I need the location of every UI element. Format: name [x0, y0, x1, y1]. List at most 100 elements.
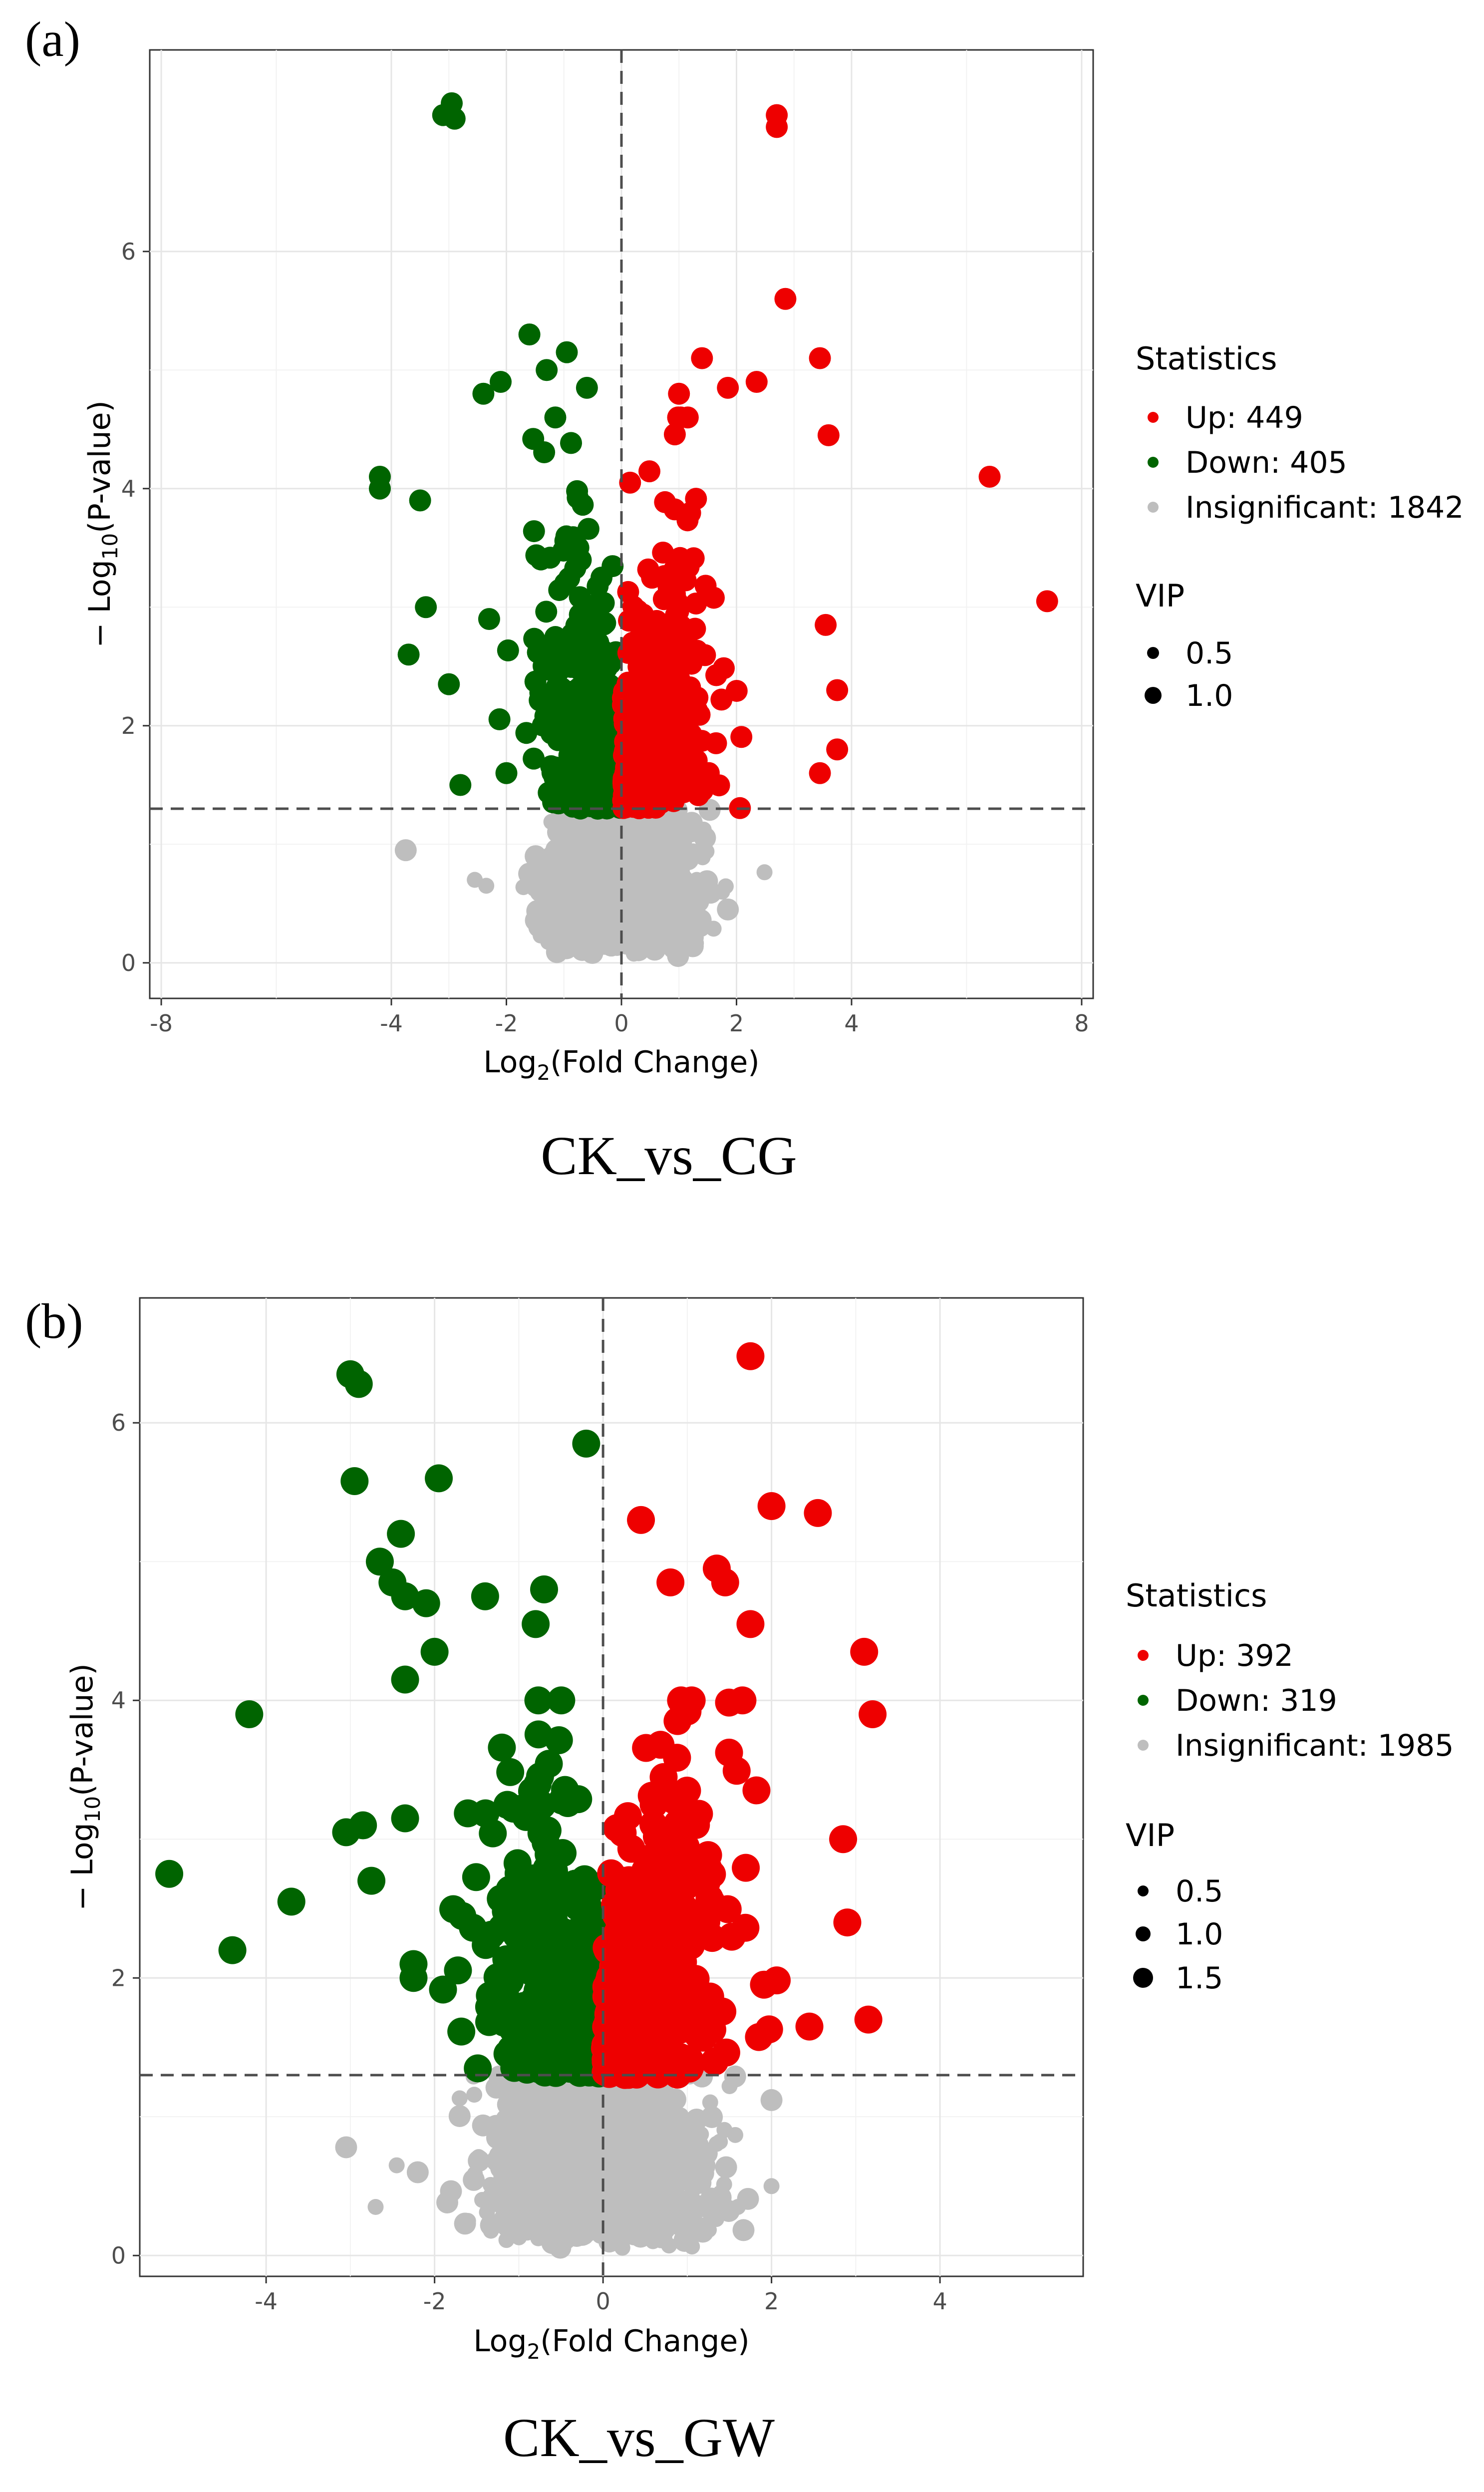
- plot-a-threshold-lines: [150, 50, 1093, 998]
- plot-a-point-down: [535, 601, 558, 623]
- plot-a-legend-down-label: Down: 405: [1186, 445, 1347, 480]
- plot-b-point-insignificant: [684, 2218, 707, 2240]
- plot-a-point-up: [622, 596, 644, 618]
- plot-b-point-insignificant: [454, 2212, 476, 2235]
- plot-a-point-up: [815, 614, 837, 636]
- plot-b-point-insignificant: [570, 2098, 593, 2121]
- plot-a-point-insignificant: [572, 922, 594, 944]
- plot-a-point-insignificant: [600, 861, 616, 877]
- plot-a-point-insignificant: [545, 839, 568, 861]
- plot-a-point-down: [556, 341, 578, 363]
- plot-a-point-insignificant: [668, 832, 690, 855]
- plot-a-point-down: [572, 494, 594, 516]
- plot-a-point-insignificant: [595, 937, 611, 953]
- plot-a-point-up: [668, 382, 690, 405]
- plot-b-point-insignificant: [546, 2159, 563, 2175]
- plot-a-x-tick-label: 4: [844, 1010, 859, 1037]
- plot-b-point-down: [488, 1733, 516, 1762]
- plot-a-point-down: [558, 702, 580, 725]
- plot-b-point-insignificant: [468, 2150, 490, 2172]
- plot-a-point-down: [548, 792, 570, 815]
- plot-a-point-insignificant: [671, 869, 694, 891]
- plot-a-point-down: [529, 689, 551, 711]
- plot-b-point-insignificant: [583, 2188, 599, 2204]
- plot-b-point-insignificant: [664, 2190, 680, 2206]
- plot-b-point-down: [448, 1902, 477, 1930]
- plot-a-x-tick-label: 2: [729, 1010, 744, 1037]
- plot-a-point-down: [594, 612, 616, 634]
- plot-b-point-insignificant: [560, 2154, 576, 2171]
- plot-b-point-insignificant: [639, 2228, 655, 2245]
- plot-a-point-down: [536, 359, 558, 381]
- plot-a-point-down: [525, 544, 548, 567]
- plot-a-point-down: [577, 518, 599, 540]
- plot-a-x-tick-label: -4: [380, 1010, 403, 1037]
- plot-a-point-insignificant: [560, 851, 583, 874]
- plot-b-point-insignificant: [715, 2156, 737, 2179]
- plot-a-point-up: [662, 692, 684, 715]
- plot-a-point-up: [670, 558, 693, 580]
- plot-a-point-down: [518, 323, 541, 345]
- plot-a-point-insignificant: [689, 909, 712, 932]
- plot-a-point-up: [745, 371, 768, 393]
- plot-a-point-down: [472, 382, 495, 405]
- plot-a-legend-insignificant-label: Insignificant: 1842: [1186, 490, 1464, 525]
- plot-a-legend-down-key: [1148, 457, 1159, 468]
- plot-b-point-insignificant: [466, 2087, 483, 2103]
- plot-b-point-insignificant: [524, 2135, 540, 2151]
- plot-a-point-insignificant: [658, 811, 681, 833]
- plot-b-point-insignificant: [702, 2094, 718, 2111]
- plot-a-point-insignificant: [550, 932, 567, 948]
- plot-a-point-down: [540, 755, 563, 777]
- plot-a-point-up: [627, 683, 650, 706]
- plot-b-point-insignificant: [574, 2225, 590, 2241]
- plot-a-point-down: [542, 703, 564, 725]
- plot-a-point-up: [717, 376, 739, 399]
- plot-a-x-tick-label: 0: [614, 1010, 628, 1037]
- plot-a-point-up: [691, 779, 714, 802]
- plot-a-legend-vip-small-label: 0.5: [1186, 636, 1233, 671]
- plot-a-point-insignificant: [630, 839, 653, 861]
- plot-b-point-insignificant: [451, 2090, 468, 2107]
- plot-a-point-up: [817, 424, 840, 446]
- plot-a-point-down: [569, 586, 591, 609]
- plot-a-point-insignificant: [533, 927, 549, 943]
- plot-a-point-up: [674, 644, 697, 666]
- plot-a-y-axis-title: − Log10(P-value): [82, 400, 122, 648]
- plot-a-point-down: [443, 107, 466, 130]
- plot-a-point-down: [598, 651, 621, 673]
- plot-b-points: [155, 1342, 887, 2259]
- plot-a-point-up: [978, 466, 1001, 488]
- plot-a-legend-up-label: Up: 449: [1186, 400, 1303, 435]
- plot-a-point-up: [809, 762, 831, 784]
- plot-a-legend-vip-title: VIP: [1136, 578, 1185, 614]
- plot-a-point-up: [702, 587, 725, 609]
- plot-a-point-down: [368, 477, 391, 500]
- plot-a-point-up: [668, 752, 690, 774]
- plot-a-point-up: [774, 288, 797, 310]
- plot-a-point-up: [660, 789, 683, 812]
- plot-b-point-insignificant: [670, 2167, 693, 2189]
- plot-b-point-insignificant: [535, 2095, 551, 2111]
- plot-a-point-down: [560, 432, 583, 454]
- plot-a-point-up: [653, 767, 675, 790]
- plot-a-legend-insignificant-key: [1148, 502, 1159, 513]
- plot-a-point-up: [645, 610, 668, 632]
- plot-b-point-insignificant: [501, 2079, 523, 2102]
- plot-a-point-up: [1036, 590, 1058, 613]
- plot-a-y-tick-label: 6: [121, 238, 136, 265]
- plot-a-point-down: [546, 686, 569, 708]
- plot-b-point-down: [551, 1776, 579, 1804]
- plot-a-point-down: [397, 643, 420, 666]
- plot-a-point-up: [679, 502, 701, 524]
- plot-b-point-insignificant: [684, 2238, 700, 2255]
- plot-b-point-insignificant: [692, 2162, 714, 2184]
- plot-a-point-up: [809, 347, 831, 369]
- plot-a-point-down: [449, 774, 472, 796]
- plot-a-point-down: [540, 722, 563, 745]
- plot-a-y-tick-label: 2: [121, 712, 136, 739]
- plot-a-point-up: [654, 491, 676, 513]
- plot-b-point-insignificant: [440, 2180, 462, 2202]
- plot-a-point-up: [666, 591, 689, 614]
- plot-a-point-down: [523, 520, 545, 543]
